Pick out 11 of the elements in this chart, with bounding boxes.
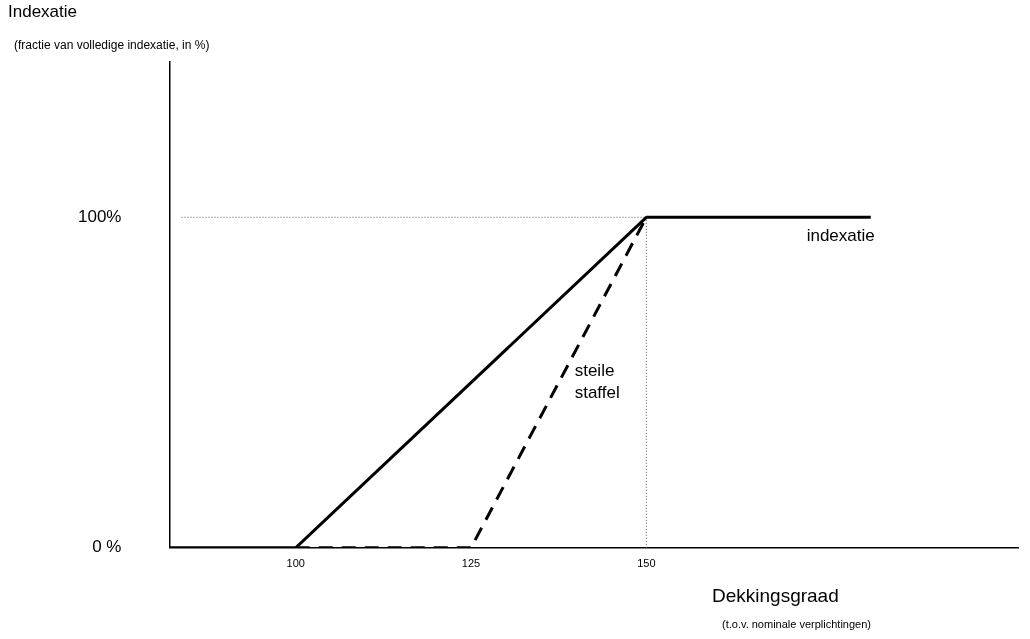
x-axis-title: Dekkingsgraad [712, 585, 839, 607]
series-label: steile staffel [574, 361, 620, 403]
y-tick-label: 0 % [92, 537, 122, 557]
x-tick-label: 125 [461, 557, 481, 570]
text: (fractie van volledige indexatie, in %) [14, 38, 210, 52]
x-tick-label: 100 [286, 557, 305, 570]
y-axis-title: Indexatie [8, 2, 77, 22]
text: (t.o.v. nominale verplichtingen) [722, 618, 871, 630]
x-tick-label: 150 [637, 557, 656, 570]
series-label: indexatie [806, 225, 875, 245]
y-tick-label: 100% [78, 207, 122, 227]
